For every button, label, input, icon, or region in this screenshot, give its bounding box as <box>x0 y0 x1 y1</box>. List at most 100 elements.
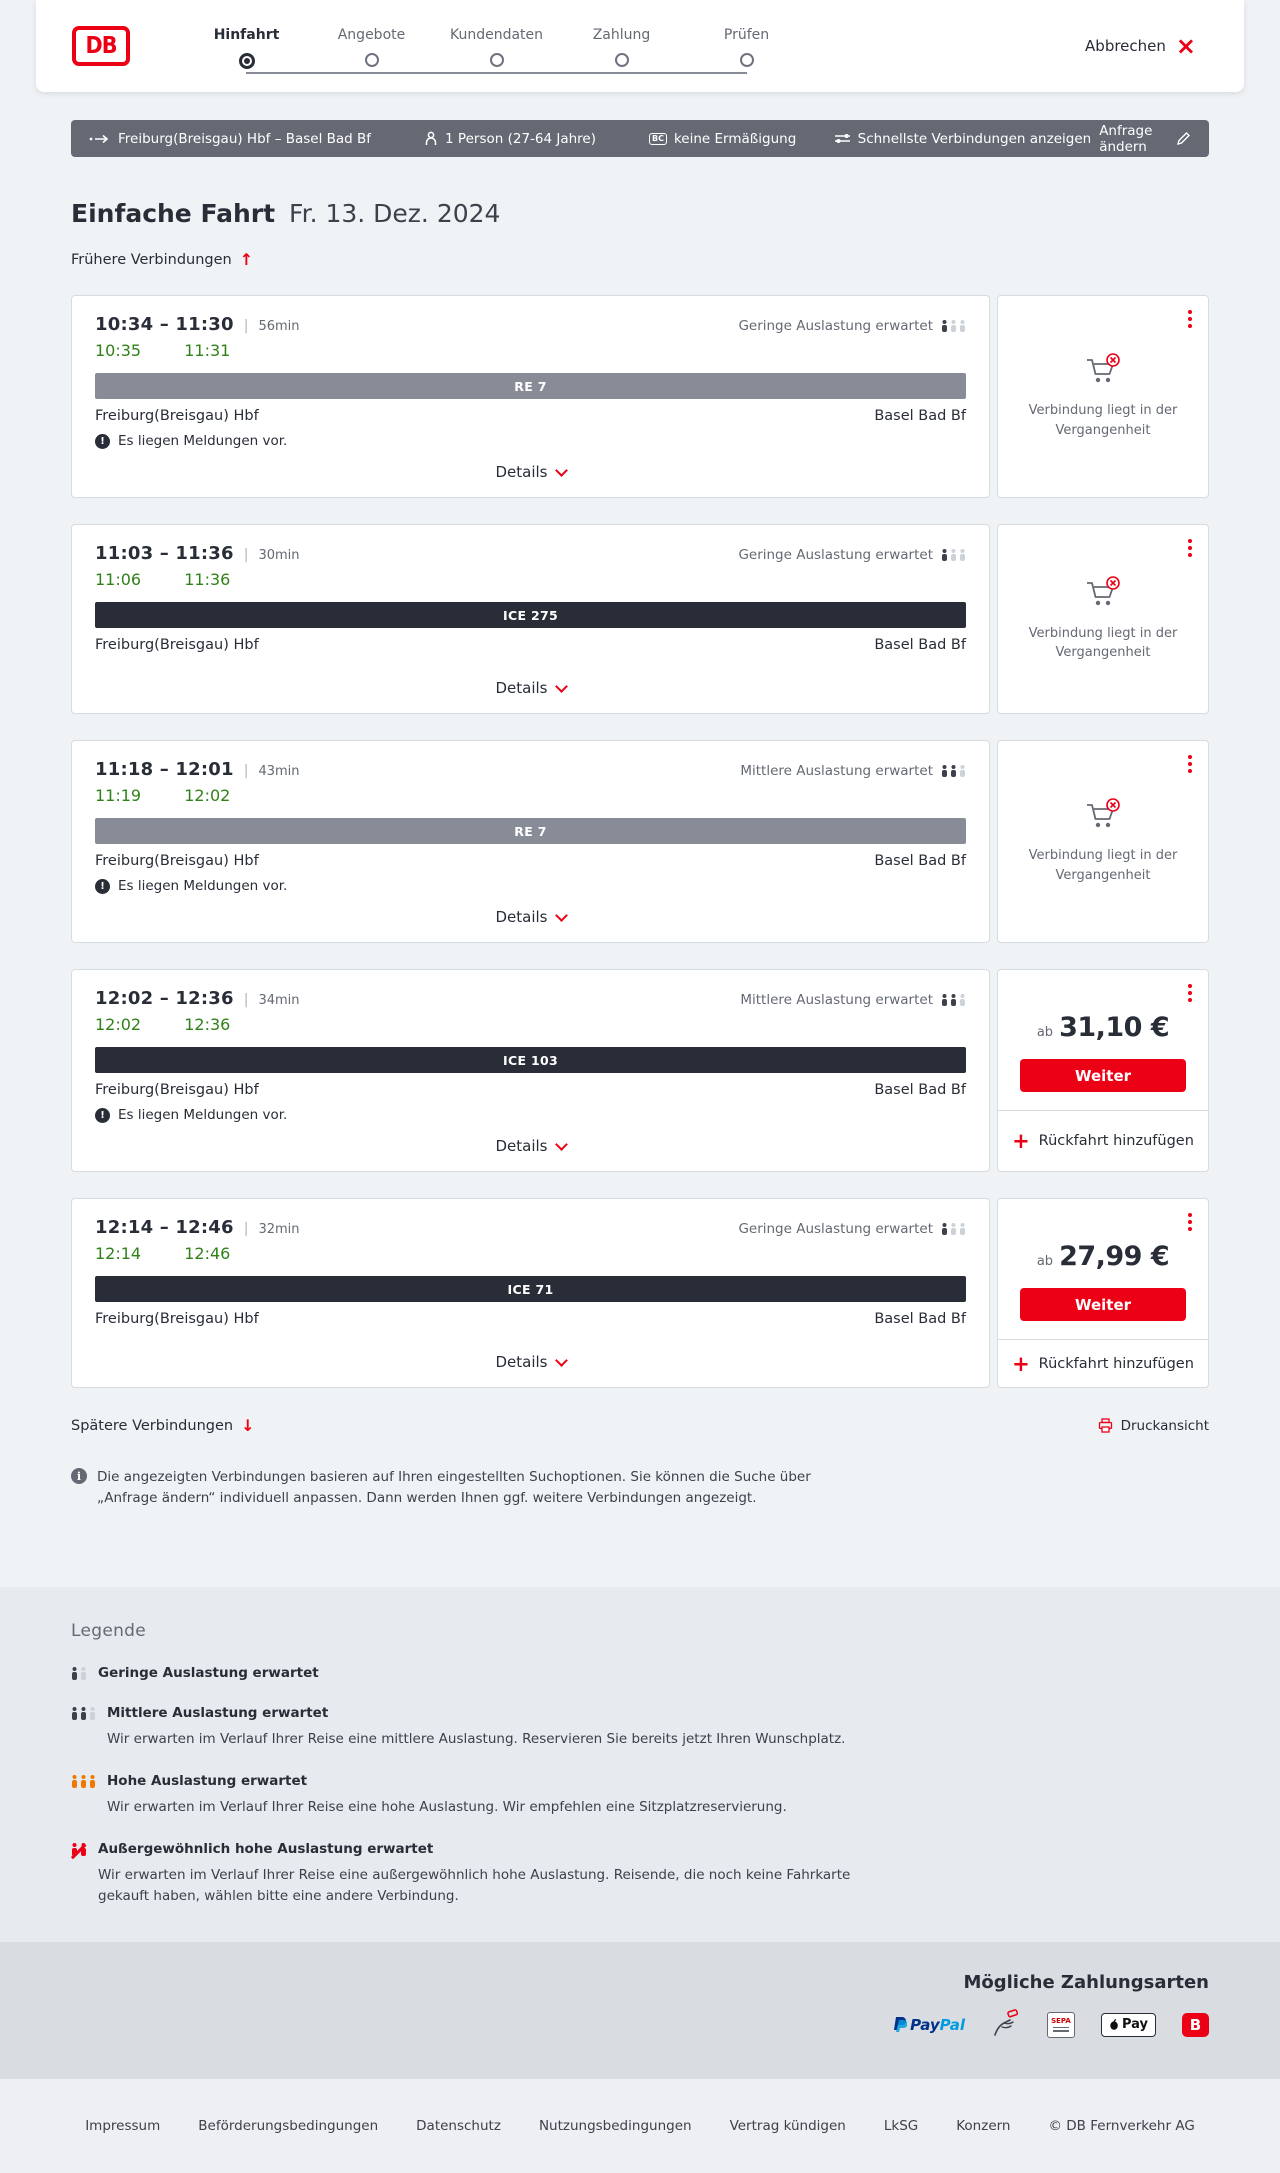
connection-card: 12:02 – 12:36 | 34min Mittlere Auslastun… <box>71 969 990 1172</box>
price-value: 31,10 € <box>1059 1012 1170 1043</box>
messages-note: ! Es liegen Meldungen vor. <box>95 878 966 894</box>
legend-section: Legende Geringe Auslastung erwartet Mitt… <box>0 1586 1280 1942</box>
modify-request-button[interactable]: Anfrage ändern <box>1099 123 1191 155</box>
add-return-button[interactable]: + Rückfahrt hinzufügen <box>998 1111 1208 1171</box>
cancel-label: Abbrechen <box>1085 37 1166 55</box>
connection-times: 10:34 – 11:30 <box>95 314 234 335</box>
train-label: RE 7 <box>514 823 547 839</box>
occupancy-very-high-icon <box>71 1843 87 1857</box>
details-toggle[interactable]: Details <box>95 1133 966 1159</box>
print-view-button[interactable]: Druckansicht <box>1098 1418 1209 1434</box>
details-toggle[interactable]: Details <box>95 904 966 930</box>
more-options-button[interactable] <box>1184 1209 1196 1235</box>
footer-link-konzern[interactable]: Konzern <box>956 2117 1011 2134</box>
details-label: Details <box>495 463 548 481</box>
destination-station: Basel Bad Bf <box>874 1311 966 1327</box>
occupancy-medium-icon <box>71 1706 96 1720</box>
details-toggle[interactable]: Details <box>95 675 966 701</box>
realtime-arrival: 12:02 <box>184 786 231 805</box>
discount-summary: BC keine Ermäßigung <box>649 131 796 147</box>
step-label: Zahlung <box>592 27 651 43</box>
step-kundendaten[interactable]: Kundendaten <box>434 27 559 69</box>
details-toggle[interactable]: Details <box>95 1349 966 1375</box>
train-segment-bar: ICE 71 <box>95 1276 966 1302</box>
connection-side-panel: ab 31,10 € Weiter + Rückfahrt hinzufügen <box>997 969 1209 1172</box>
realtime-arrival: 12:36 <box>184 1015 231 1034</box>
connection-side-panel: Verbindung liegt in der Vergangenheit <box>997 295 1209 498</box>
connection-row: 10:34 – 11:30 | 56min Geringe Auslastung… <box>71 295 1209 498</box>
alert-icon: ! <box>95 1107 110 1123</box>
add-return-button[interactable]: + Rückfahrt hinzufügen <box>998 1340 1208 1387</box>
origin-station: Freiburg(Breisgau) Hbf <box>95 1082 259 1098</box>
legend-item-desc: Wir erwarten im Verlauf Ihrer Reise eine… <box>107 1799 787 1816</box>
past-connection-text: Verbindung liegt in der Vergangenheit <box>1028 848 1178 883</box>
train-segment-bar: RE 7 <box>95 818 966 844</box>
realtime-times: 12:14 12:46 <box>95 1244 966 1263</box>
legend-item-desc: Wir erwarten im Verlauf Ihrer Reise eine… <box>98 1867 851 1904</box>
occupancy-low-icon <box>71 1666 87 1680</box>
footer-link-impressum[interactable]: Impressum <box>85 2117 161 2134</box>
footer-link-vertrag-kuendigen[interactable]: Vertrag kündigen <box>729 2117 846 2134</box>
step-pruefen[interactable]: Prüfen <box>684 27 809 69</box>
footer-link-befoerderungsbedingungen[interactable]: Beförderungsbedingungen <box>198 2117 379 2134</box>
continue-button[interactable]: Weiter <box>1020 1288 1186 1321</box>
occupancy-high-icon <box>71 1775 96 1789</box>
step-dot-icon <box>489 53 504 67</box>
past-connection-text: Verbindung liegt in der Vergangenheit <box>1028 403 1178 438</box>
more-options-button[interactable] <box>1184 980 1196 1006</box>
legend-item-desc: Wir erwarten im Verlauf Ihrer Reise eine… <box>107 1730 846 1747</box>
occupancy-indicator: Geringe Auslastung erwartet <box>738 1221 966 1237</box>
person-icon <box>424 131 438 146</box>
sepa-icon: SEPA <box>1046 2011 1075 2038</box>
train-label: ICE 103 <box>503 1052 558 1068</box>
footer-links: Impressum Beförderungsbedingungen Datens… <box>85 2118 1195 2134</box>
route-summary: Freiburg(Breisgau) Hbf – Basel Bad Bf <box>89 131 371 147</box>
payment-methods: PayPal SEPA Pay B <box>893 2009 1209 2041</box>
cancel-button[interactable]: Abbrechen × <box>1085 32 1196 60</box>
pencil-icon <box>1176 131 1191 146</box>
step-angebote[interactable]: Angebote <box>309 27 434 69</box>
legend-item-very-high: Außergewöhnlich hohe Auslastung erwartet… <box>71 1841 1209 1906</box>
step-zahlung[interactable]: Zahlung <box>559 27 684 69</box>
step-hinfahrt[interactable]: Hinfahrt <box>184 27 309 69</box>
footer-link-nutzungsbedingungen[interactable]: Nutzungsbedingungen <box>538 2117 692 2134</box>
step-dot-icon <box>614 53 629 67</box>
close-icon: × <box>1175 32 1196 60</box>
train-segment-bar: RE 7 <box>95 373 966 399</box>
print-label: Druckansicht <box>1120 1417 1209 1434</box>
occupancy-text: Geringe Auslastung erwartet <box>738 547 933 563</box>
continue-button[interactable]: Weiter <box>1020 1059 1186 1092</box>
occupancy-icon <box>941 1223 966 1235</box>
connection-side-panel: ab 27,99 € Weiter + Rückfahrt hinzufügen <box>997 1198 1209 1388</box>
occupancy-text: Mittlere Auslastung erwartet <box>740 992 933 1008</box>
more-options-button[interactable] <box>1184 751 1196 777</box>
query-summary-bar: Freiburg(Breisgau) Hbf – Basel Bad Bf 1 … <box>71 120 1209 157</box>
footer-link-datenschutz[interactable]: Datenschutz <box>416 2117 501 2134</box>
arrow-up-icon: ↑ <box>239 250 254 269</box>
messages-text: Es liegen Meldungen vor. <box>118 1107 288 1123</box>
passenger-summary: 1 Person (27-64 Jahre) <box>424 131 596 147</box>
more-options-button[interactable] <box>1184 306 1196 332</box>
printer-icon <box>1098 1418 1112 1433</box>
footer-copyright: © DB Fernverkehr AG <box>1048 2117 1195 2134</box>
more-options-button[interactable] <box>1184 535 1196 561</box>
passenger-text: 1 Person (27-64 Jahre) <box>445 130 597 147</box>
footer-link-lksg[interactable]: LkSG <box>883 2117 919 2134</box>
progress-steps: Hinfahrt Angebote Kundendaten Zahlung Pr… <box>184 23 809 74</box>
details-label: Details <box>495 1353 548 1371</box>
connection-row: 11:03 – 11:36 | 30min Geringe Auslastung… <box>71 524 1209 714</box>
realtime-times: 11:06 11:36 <box>95 570 966 589</box>
trip-type-title: Einfache Fahrt <box>71 199 276 228</box>
alert-icon: ! <box>95 433 110 449</box>
later-connections-button[interactable]: Spätere Verbindungen ↓ <box>71 1416 254 1435</box>
page-title: Einfache Fahrt Fr. 13. Dez. 2024 <box>71 199 1209 228</box>
details-toggle[interactable]: Details <box>95 459 966 485</box>
step-label: Kundendaten <box>449 27 544 43</box>
fastest-connections-toggle[interactable]: Schnellste Verbindungen anzeigen <box>834 131 1091 147</box>
step-dot-icon <box>364 53 379 67</box>
realtime-departure: 12:14 <box>95 1244 142 1263</box>
earlier-connections-button[interactable]: Frühere Verbindungen ↑ <box>71 250 253 269</box>
connection-row: 11:18 – 12:01 | 43min Mittlere Auslastun… <box>71 740 1209 943</box>
search-options-note: i Die angezeigten Verbindungen basieren … <box>71 1467 861 1509</box>
origin-station: Freiburg(Breisgau) Hbf <box>95 637 259 653</box>
